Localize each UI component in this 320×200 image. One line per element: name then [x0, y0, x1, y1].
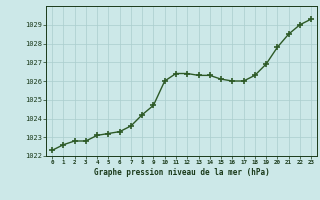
- X-axis label: Graphe pression niveau de la mer (hPa): Graphe pression niveau de la mer (hPa): [94, 168, 269, 177]
